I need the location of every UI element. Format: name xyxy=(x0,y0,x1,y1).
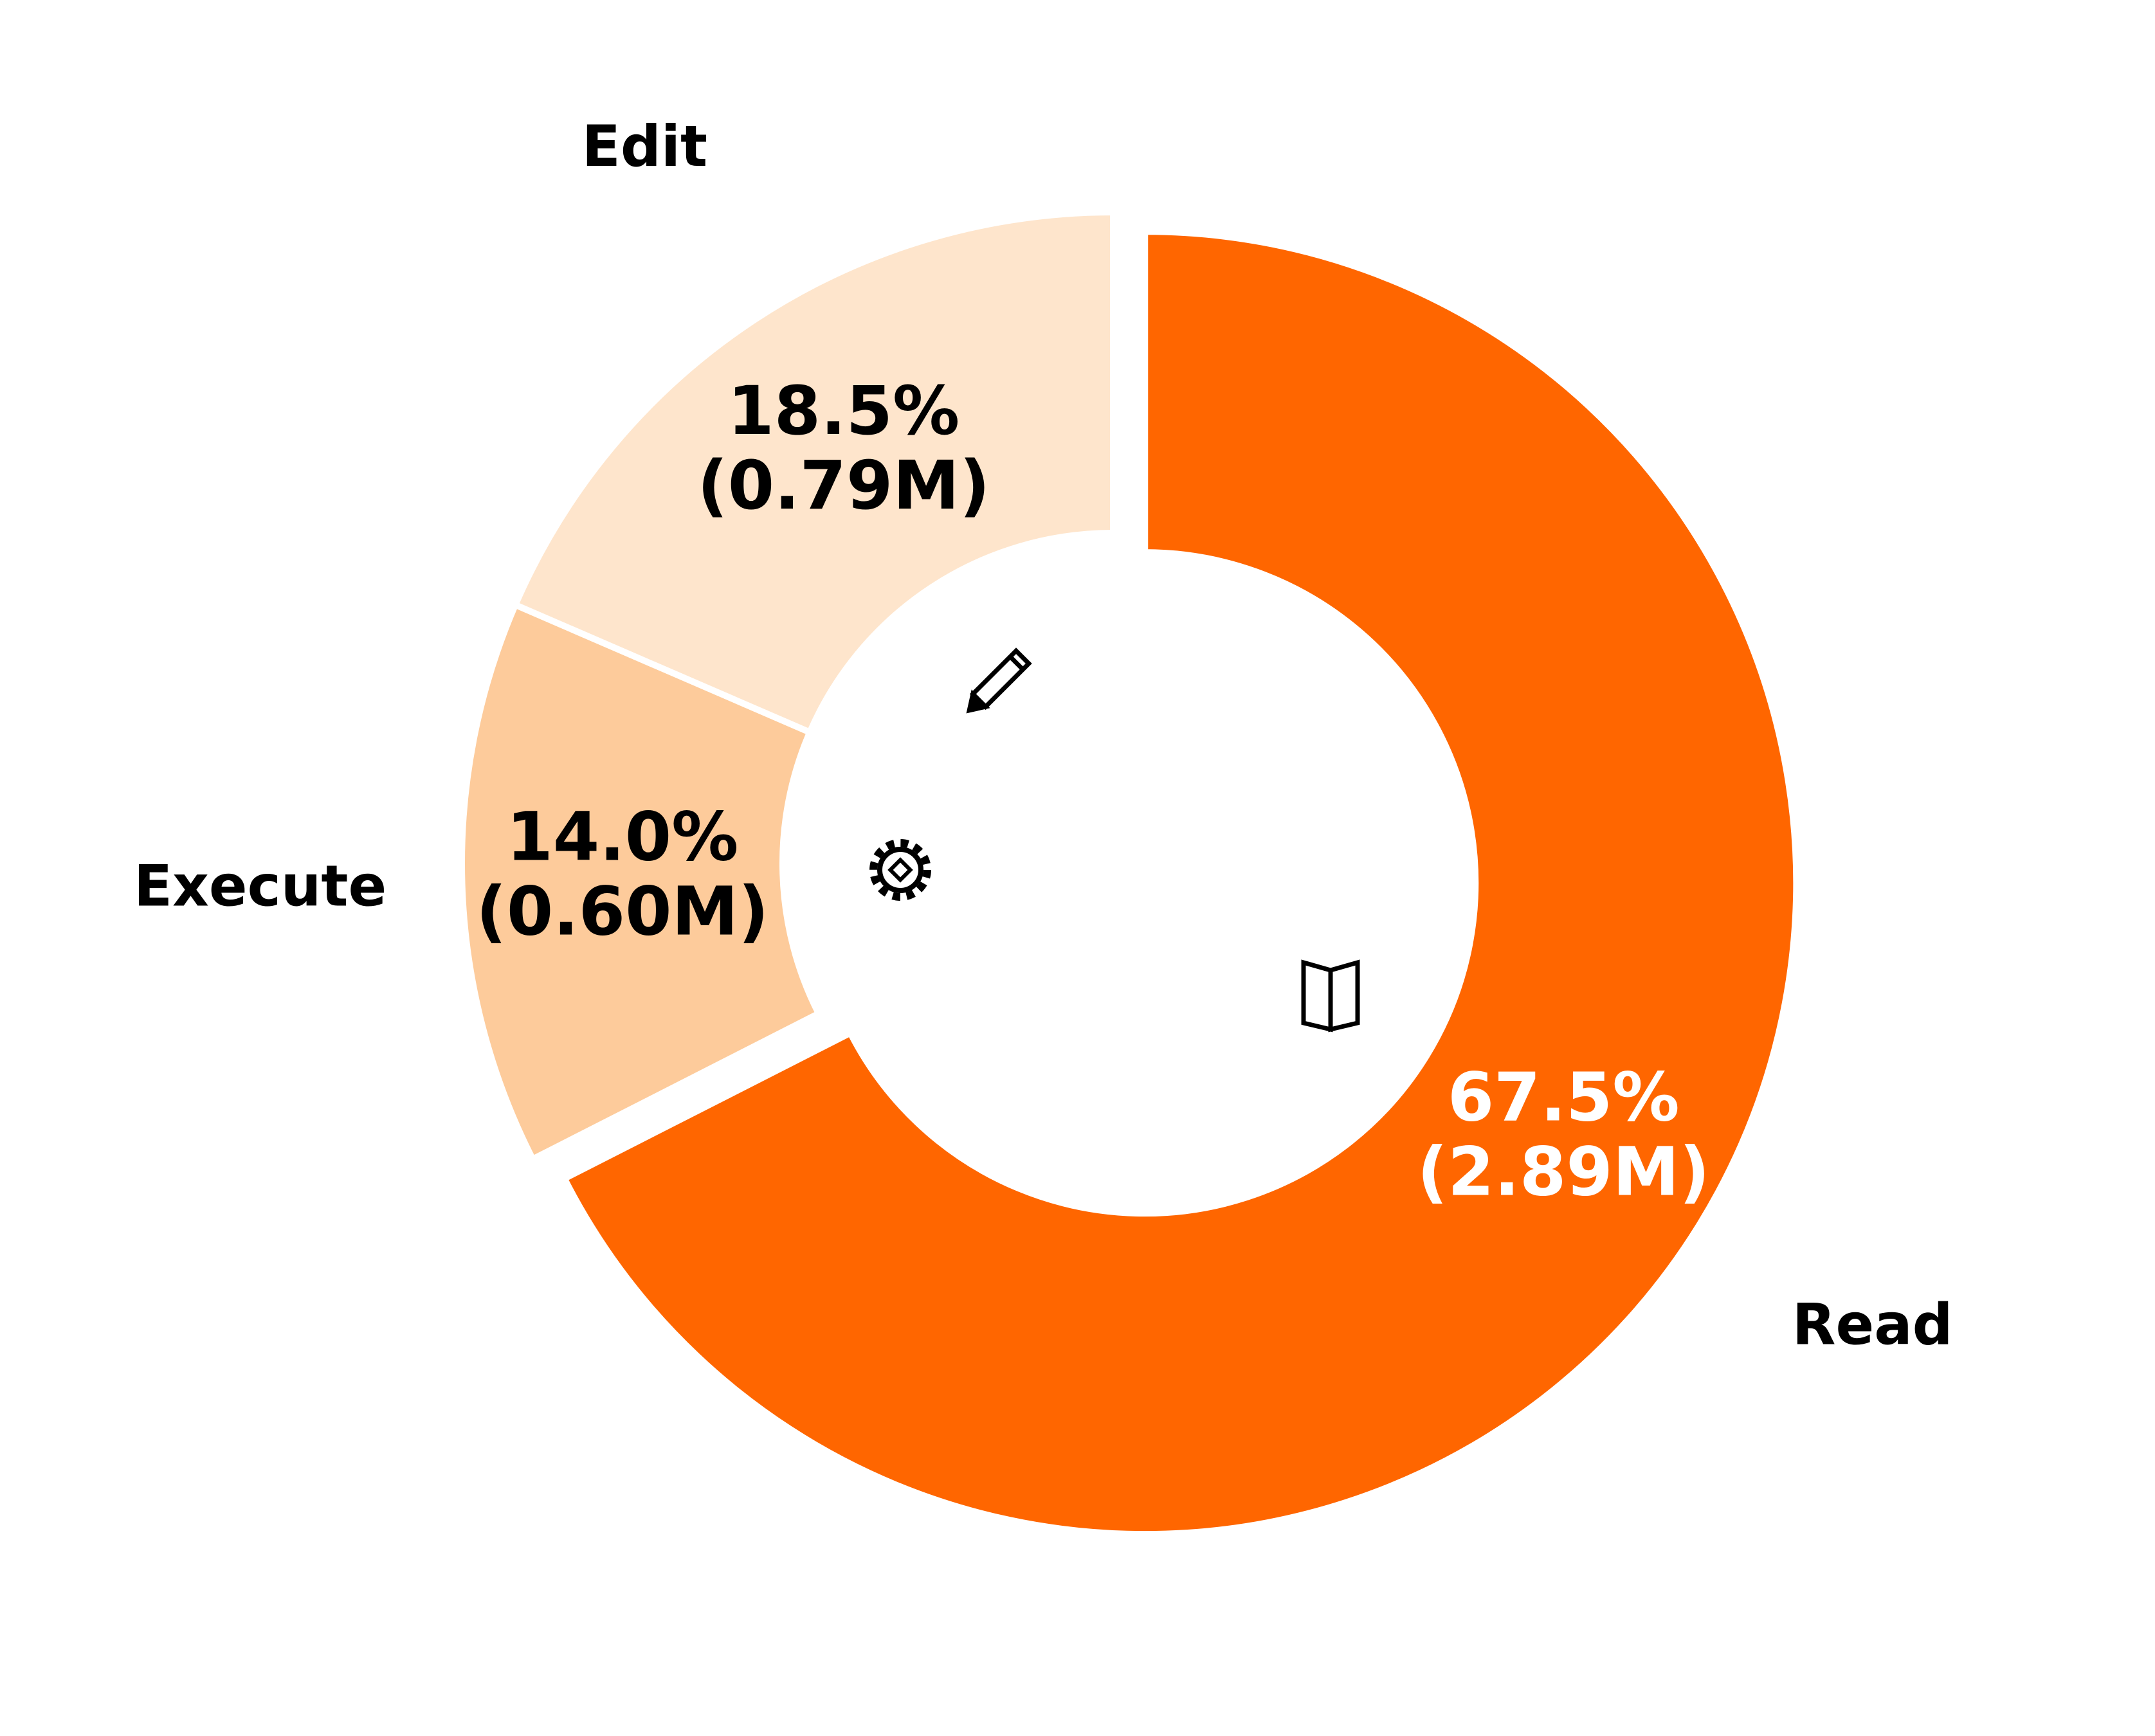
book-icon xyxy=(1301,959,1360,1033)
pencil-icon xyxy=(966,647,1032,714)
wedge xyxy=(459,601,823,1164)
value-label: 14.0% xyxy=(506,797,738,876)
category-label: Edit xyxy=(582,113,707,179)
labels: Read 67.5%(2.89M) Execute 14.0%(0.60M) Edit 1… xyxy=(134,113,1953,1358)
count-label: (2.89M) xyxy=(1417,1132,1710,1211)
value-label: 67.5% xyxy=(1448,1058,1680,1136)
value-label: 18.5% xyxy=(727,372,959,450)
wedge xyxy=(559,228,1800,1538)
count-label: (0.79M) xyxy=(697,446,990,525)
gear-icon xyxy=(869,839,931,901)
category-label: Execute xyxy=(134,853,386,919)
category-label: Read xyxy=(1792,1291,1953,1357)
count-label: (0.60M) xyxy=(476,872,768,950)
wedges xyxy=(459,208,1800,1538)
wedge xyxy=(511,208,1116,737)
